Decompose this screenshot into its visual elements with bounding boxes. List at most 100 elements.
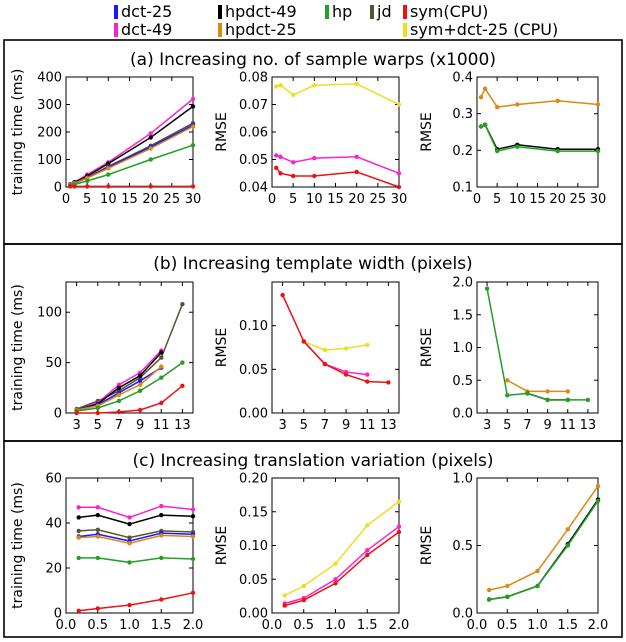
y-axis-label: RMSE <box>214 112 230 152</box>
y-tick-label: 0.10 <box>239 539 268 554</box>
y-tick-label: 300 <box>37 98 62 113</box>
data-point <box>278 154 283 159</box>
y-tick-label: 2.0 <box>452 276 473 291</box>
x-tick-label: 9 <box>136 418 144 433</box>
x-tick-label: 9 <box>543 418 551 433</box>
legend-label: hp <box>332 2 353 21</box>
data-point <box>274 153 279 158</box>
data-point <box>190 96 196 102</box>
x-tick-label: 30 <box>185 192 202 207</box>
y-tick-label: 0.1 <box>452 181 473 196</box>
y-tick-label: 1.0 <box>452 472 473 487</box>
plot-area <box>476 281 599 414</box>
data-point <box>365 342 370 348</box>
x-tick-label: 25 <box>370 192 387 207</box>
data-point <box>565 543 570 548</box>
data-point <box>333 577 338 582</box>
data-point <box>291 92 296 98</box>
data-point <box>396 102 402 107</box>
data-point <box>127 602 132 608</box>
y-axis-label: training time (ms) <box>10 69 26 196</box>
data-point <box>190 590 196 595</box>
data-point <box>396 529 402 535</box>
data-point <box>291 173 296 179</box>
data-point <box>116 385 122 390</box>
data-point <box>565 389 570 394</box>
x-tick-label: 2.0 <box>588 618 609 633</box>
x-tick-label: 11 <box>559 418 576 433</box>
data-point <box>127 541 132 546</box>
data-point <box>137 388 143 393</box>
y-tick-label: 60 <box>45 472 62 487</box>
x-tick-label: 15 <box>529 192 546 207</box>
series-line <box>76 385 183 414</box>
series-line <box>76 361 183 412</box>
y-axis-label: RMSE <box>419 328 435 368</box>
series-line <box>76 303 184 410</box>
plot-area <box>65 477 194 614</box>
x-tick-label: 5 <box>289 192 297 207</box>
legend-label: hpdct-49 <box>225 2 297 21</box>
data-point <box>354 169 359 175</box>
section-title: (c) Increasing translation variation (pi… <box>133 451 494 471</box>
data-point <box>190 124 196 129</box>
data-point <box>116 409 122 415</box>
x-tick-label: 0.0 <box>262 618 283 633</box>
y-tick-label: 0.5 <box>452 539 473 554</box>
data-point <box>190 143 196 148</box>
x-tick-label: 1.0 <box>119 618 140 633</box>
legend-item: jd <box>370 3 392 21</box>
data-point <box>85 178 90 184</box>
x-tick-label: 2.0 <box>389 618 410 633</box>
data-point <box>159 512 164 518</box>
x-tick-label: 7 <box>321 418 329 433</box>
x-tick-label: 11 <box>359 418 376 433</box>
y-tick-label: 0.08 <box>239 71 268 86</box>
data-point <box>106 184 111 189</box>
data-point <box>282 603 287 608</box>
y-tick-label: 0 <box>54 607 62 622</box>
x-tick-label: 0.5 <box>497 618 518 633</box>
y-tick-label: 200 <box>37 126 62 141</box>
legend-item: sym+dct-25 (CPU) <box>403 21 558 39</box>
data-point <box>159 555 164 561</box>
x-tick-label: 13 <box>380 418 397 433</box>
section-frame <box>3 440 623 638</box>
y-tick-label: 100 <box>37 153 62 168</box>
data-point <box>343 346 349 351</box>
y-tick-label: 1.0 <box>452 341 473 356</box>
y-tick-label: 0.00 <box>239 407 268 422</box>
data-point <box>515 144 520 149</box>
legend-swatch <box>114 23 118 37</box>
x-tick-label: 3 <box>278 418 286 433</box>
data-point <box>159 503 164 509</box>
data-point <box>312 83 317 88</box>
data-point <box>85 184 90 189</box>
data-point <box>354 154 359 159</box>
y-tick-label: 0.15 <box>239 505 268 520</box>
x-tick-label: 13 <box>174 418 191 433</box>
legend-item: hpdct-25 <box>218 21 297 39</box>
x-tick-label: 25 <box>570 192 587 207</box>
series-line <box>506 379 568 393</box>
x-tick-label: 1.0 <box>527 618 548 633</box>
data-point <box>127 521 132 527</box>
series-line <box>486 288 588 401</box>
plot-area <box>476 76 599 188</box>
plot-area <box>65 281 194 414</box>
x-tick-label: 10 <box>509 192 526 207</box>
data-point <box>278 83 283 88</box>
data-point <box>301 339 306 344</box>
data-point <box>95 606 101 611</box>
data-point <box>127 515 132 520</box>
x-tick-label: 11 <box>153 418 170 433</box>
x-tick-label: 10 <box>306 192 323 207</box>
data-point <box>106 172 111 177</box>
data-point <box>343 372 349 377</box>
legend-swatch <box>403 5 407 19</box>
legend-label: jd <box>377 2 392 21</box>
data-point <box>515 102 520 107</box>
data-point <box>95 505 101 510</box>
data-point <box>95 410 101 416</box>
y-tick-label: 20 <box>45 562 62 577</box>
